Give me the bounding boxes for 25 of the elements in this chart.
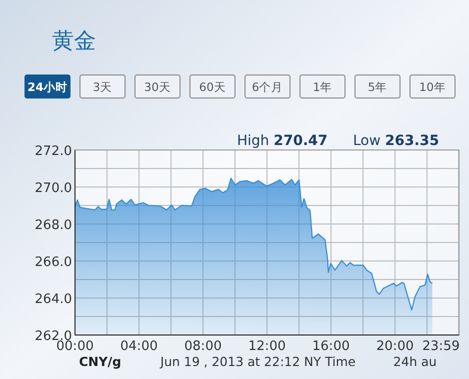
- text: 1年: [312, 80, 332, 94]
- y-tick-label: 268.0: [34, 218, 72, 233]
- text: 3天: [92, 80, 112, 94]
- x-tick-label: 12:00: [248, 339, 286, 354]
- text: 10年: [419, 80, 446, 94]
- x-tick-label: 20:00: [376, 339, 414, 354]
- text: Jun 19 , 2013 at 22:12 NY Time: [159, 354, 356, 369]
- y-tick-label: 270.0: [34, 181, 72, 196]
- x-tick-label: 08:00: [184, 339, 222, 354]
- x-tick-label: 16:00: [312, 339, 350, 354]
- y-tick-label: 272.0: [34, 144, 72, 159]
- y-tick-label: 266.0: [34, 255, 72, 270]
- text: 30天: [144, 80, 171, 94]
- text: 5年: [368, 80, 388, 94]
- chart-title: 黄金: [52, 29, 96, 54]
- text: 24小时: [27, 80, 68, 94]
- text: CNY/g: [79, 354, 122, 369]
- x-tick-label: 23:59: [422, 339, 460, 354]
- text: 60天: [199, 80, 226, 94]
- text: High 270.47: [237, 133, 328, 149]
- y-tick-label: 264.0: [34, 292, 72, 307]
- text: 24h au: [393, 354, 437, 369]
- text: Low 263.35: [353, 133, 440, 149]
- text: 6个月: [252, 80, 284, 94]
- x-tick-label: 04:00: [120, 339, 158, 354]
